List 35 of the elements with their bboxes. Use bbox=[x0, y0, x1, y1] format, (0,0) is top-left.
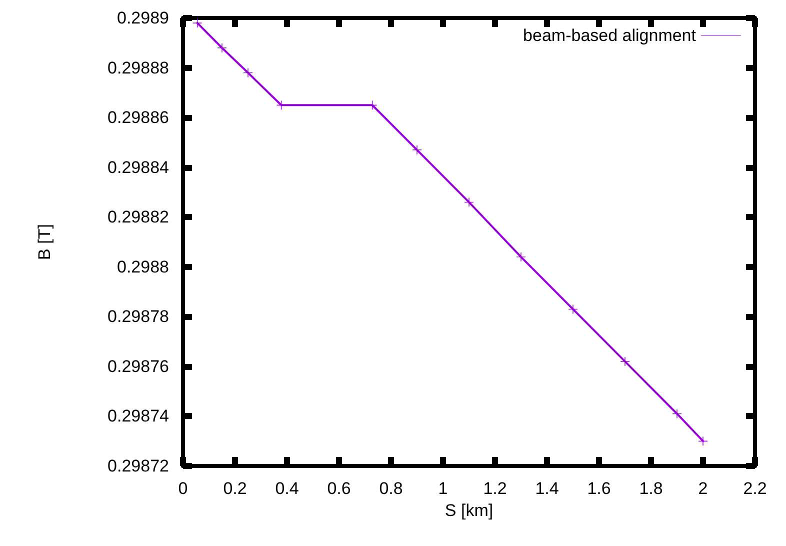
y-axis-title: B [T] bbox=[35, 224, 54, 260]
y-tick-label: 0.29884 bbox=[108, 158, 169, 177]
x-tick-label: 0.2 bbox=[223, 479, 247, 498]
y-tick-label: 0.29874 bbox=[108, 406, 169, 426]
point bbox=[516, 252, 526, 262]
x-tick-label: 0.8 bbox=[379, 479, 403, 498]
x-tick-label: 1 bbox=[438, 479, 448, 498]
y-tick-label: 0.29872 bbox=[108, 456, 169, 476]
y-tick-label: 0.2989 bbox=[117, 8, 169, 28]
y-tick-label: 0.29888 bbox=[108, 58, 169, 78]
x-tick-label: 1.6 bbox=[587, 479, 611, 498]
y-tick-label: 0.29882 bbox=[108, 208, 169, 227]
point bbox=[244, 68, 252, 78]
x-tick-label: 0 bbox=[178, 479, 188, 498]
legend-label: beam-based alignment bbox=[523, 26, 696, 45]
x-tick-label: 1.4 bbox=[535, 479, 559, 498]
x-tick-label: 2 bbox=[698, 479, 708, 498]
point bbox=[698, 436, 708, 446]
x-tick-label: 1.2 bbox=[483, 479, 507, 498]
point bbox=[192, 18, 202, 28]
x-tick-label: 0.6 bbox=[327, 479, 351, 498]
x-axis-title: S [km] bbox=[444, 500, 494, 520]
x-tick-label: 0.4 bbox=[275, 479, 299, 498]
y-tick-label: 0.29886 bbox=[108, 108, 169, 128]
point bbox=[672, 409, 682, 418]
point bbox=[218, 43, 226, 52]
y-tick-label: 0.2988 bbox=[117, 257, 169, 276]
x-tick-label: 2.2 bbox=[743, 479, 767, 498]
y-tick-label: 0.29878 bbox=[108, 307, 169, 326]
point bbox=[568, 304, 578, 314]
point bbox=[620, 356, 630, 366]
x-tick-label: 1.8 bbox=[639, 479, 663, 498]
y-tick-label: 0.29876 bbox=[108, 356, 169, 376]
point bbox=[412, 145, 422, 154]
point bbox=[464, 198, 474, 207]
